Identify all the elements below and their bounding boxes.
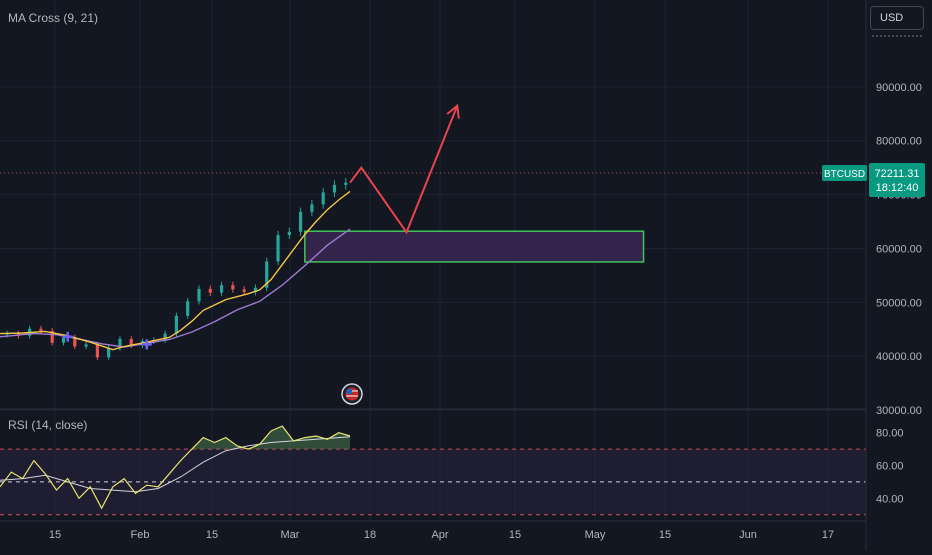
candle-body (186, 301, 190, 316)
candle-body (84, 344, 88, 347)
time-axis[interactable]: 15 Feb 15 Mar 18 Apr 15 May 15 Jun 17 (49, 529, 834, 541)
candle-body (129, 338, 133, 346)
rsi-axis: 80.00 60.00 40.00 (876, 428, 904, 506)
demand-zone (304, 230, 645, 263)
symbol-tag-text: BTCUSD (824, 169, 865, 180)
time-tick-label: Jun (739, 529, 757, 541)
symbol-price-tag: BTCUSD 72211.31 18:12:40 (822, 163, 925, 197)
events-flag-icon[interactable] (341, 383, 363, 405)
candle-body (219, 285, 224, 293)
candle-body (242, 289, 246, 293)
price-tick-label: 90000.00 (876, 82, 922, 94)
rsi-lines (0, 425, 351, 510)
price-tick-label: 80000.00 (876, 136, 922, 148)
ma-cross-marker (141, 339, 152, 350)
rsi-line (0, 425, 351, 510)
time-tick-label: Feb (131, 529, 150, 541)
candle-body (276, 235, 280, 262)
candle-body (73, 337, 77, 347)
price-tick-label: 40000.00 (876, 351, 922, 363)
time-tick-label: 15 (659, 529, 671, 541)
time-tick-label: 17 (822, 529, 834, 541)
candle-body (163, 333, 167, 341)
candle-body (253, 287, 258, 293)
price-tick-label: 50000.00 (876, 297, 922, 309)
time-tick-label: 15 (206, 529, 218, 541)
ma-fast-line (0, 190, 351, 351)
candle-body (197, 288, 201, 302)
time-tick-label: Mar (281, 529, 300, 541)
rsi-tick-label: 40.00 (876, 493, 904, 505)
time-tick-label: 15 (509, 529, 521, 541)
ma-cross-label[interactable]: MA Cross (9, 21) (8, 11, 98, 25)
candle-body (5, 333, 9, 335)
candle-body (332, 184, 337, 193)
last-price-tag-bg (869, 163, 925, 197)
countdown-timer: 18:12:40 (876, 182, 919, 194)
projection-layer (349, 103, 460, 235)
time-tick-label: 18 (364, 529, 376, 541)
price-axis[interactable]: 90000.0080000.0070000.0060000.0050000.00… (876, 82, 922, 417)
rsi-label[interactable]: RSI (14, close) (8, 418, 87, 432)
price-tick-label: 30000.00 (876, 405, 922, 417)
candle-body (107, 348, 111, 358)
candle-body (174, 315, 179, 334)
candle-body (299, 211, 303, 232)
candle-body (344, 182, 348, 185)
candle-body (50, 330, 54, 343)
rsi-ma-line (0, 436, 351, 493)
time-tick-label: May (585, 529, 606, 541)
currency-selector-button[interactable]: USD (870, 6, 924, 30)
candle-body (231, 285, 235, 290)
moving-averages (0, 190, 351, 351)
rsi-tick-label: 80.00 (876, 428, 904, 440)
candle-body (39, 328, 43, 331)
candle-body (265, 261, 269, 288)
candle-body (208, 288, 212, 293)
last-price-value: 72211.31 (874, 168, 919, 180)
symbol-tag-bg (822, 165, 867, 181)
candle-body (310, 204, 314, 212)
candle-body (321, 192, 325, 205)
ma-cross-marker (62, 331, 73, 342)
candle-body (95, 344, 99, 358)
rsi-tick-label: 60.00 (876, 461, 904, 473)
candle-body (118, 338, 122, 349)
price-tick-label: 60000.00 (876, 243, 922, 255)
projection-path (349, 105, 459, 235)
rsi-band (0, 448, 866, 516)
time-tick-label: Apr (431, 529, 448, 541)
time-tick-label: 15 (49, 529, 61, 541)
demand-zone-layer (304, 230, 645, 263)
candle-body (287, 231, 291, 235)
candle-body (61, 337, 66, 343)
projection-arrowhead (446, 103, 460, 119)
